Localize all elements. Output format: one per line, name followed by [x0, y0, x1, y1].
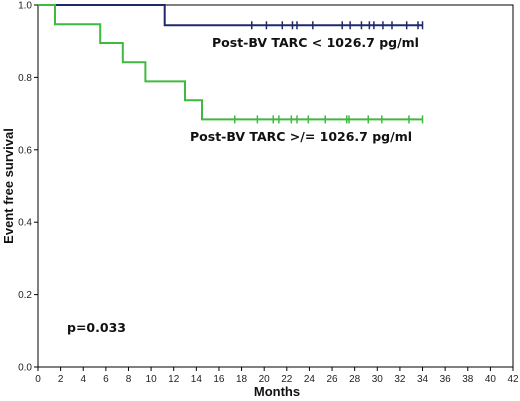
x-tick-label: 14 — [191, 374, 203, 385]
plot-frame — [37, 4, 514, 368]
x-tick-label: 32 — [394, 374, 406, 385]
y-tick-label: 0.4 — [18, 218, 32, 229]
y-tick-label: 0.6 — [18, 145, 32, 156]
x-tick-label: 42 — [507, 374, 519, 385]
x-axis-ticks: 0 2 4 6 8 10 12 14 16 18 20 22 24 26 28 30 32 34 36 38 40 42 — [35, 367, 519, 385]
x-tick-label: 38 — [462, 374, 474, 385]
p-value-label: p=0.033 — [67, 320, 126, 335]
x-tick-label: 30 — [372, 374, 384, 385]
y-tick-label: 0.8 — [18, 73, 32, 84]
x-tick-label: 12 — [168, 374, 180, 385]
x-tick-label: 8 — [126, 374, 132, 385]
x-tick-label: 22 — [281, 374, 293, 385]
x-tick-label: 20 — [259, 374, 271, 385]
survival-curve-high-tarc — [38, 4, 423, 121]
x-axis-title: Months — [254, 384, 300, 399]
y-tick-label: 0.0 — [18, 363, 32, 374]
y-axis-title: Event free survival — [1, 128, 16, 244]
x-tick-label: 18 — [236, 374, 248, 385]
label-high-tarc: Post-BV TARC >/= 1026.7 pg/ml — [190, 129, 412, 144]
y-tick-label: 1.0 — [18, 1, 32, 12]
x-tick-label: 4 — [80, 374, 86, 385]
x-tick-label: 40 — [485, 374, 497, 385]
censor-marks — [234, 21, 424, 124]
x-tick-label: 0 — [35, 374, 41, 385]
x-tick-label: 34 — [417, 374, 429, 385]
survival-curves — [38, 4, 423, 121]
x-tick-label: 28 — [349, 374, 361, 385]
x-tick-label: 10 — [146, 374, 158, 385]
x-tick-label: 36 — [440, 374, 452, 385]
x-tick-label: 6 — [103, 374, 109, 385]
label-low-tarc: Post-BV TARC < 1026.7 pg/ml — [212, 35, 419, 50]
survival-curve-low-tarc — [38, 4, 423, 27]
x-tick-label: 26 — [326, 374, 338, 385]
x-tick-label: 24 — [304, 374, 316, 385]
y-axis-ticks: 0.0 0.2 0.4 0.6 0.8 1.0 — [18, 1, 38, 374]
y-tick-label: 0.2 — [18, 290, 32, 301]
x-tick-label: 2 — [58, 374, 64, 385]
x-tick-label: 16 — [213, 374, 225, 385]
